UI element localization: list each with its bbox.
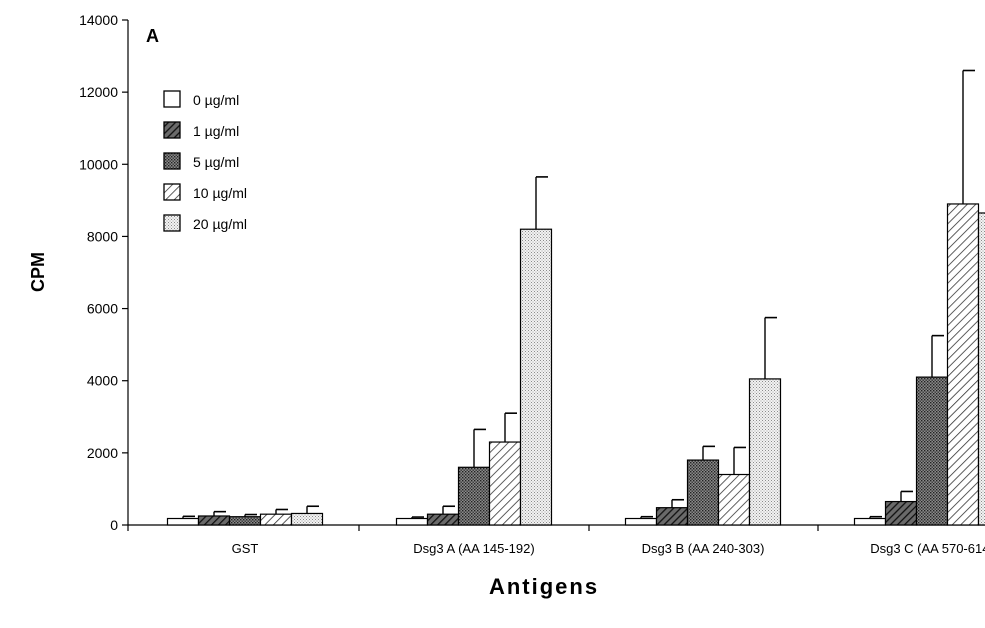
y-tick-label: 6000 [87, 301, 118, 317]
bar [946, 203, 980, 526]
legend-swatch [163, 214, 181, 232]
bar [290, 512, 324, 526]
y-ticks: 0 2000 4000 6000 8000 10000 12000 14000 [79, 12, 128, 533]
y-tick-label: 14000 [79, 12, 118, 28]
legend-swatch [163, 121, 181, 139]
bars [166, 203, 985, 526]
bar [853, 517, 887, 526]
legend-label: 0 µg/ml [193, 92, 239, 108]
x-axis-title: Antigens [489, 574, 599, 599]
y-tick-label: 4000 [87, 373, 118, 389]
y-tick-label: 10000 [79, 156, 118, 172]
y-tick-label: 8000 [87, 228, 118, 244]
category-label: Dsg3 A (AA 145-192) [413, 541, 534, 556]
bar [915, 376, 949, 526]
category-label: Dsg3 B (AA 240-303) [642, 541, 765, 556]
legend-swatch [163, 90, 181, 108]
legend-label: 10 µg/ml [193, 185, 247, 201]
bar [395, 517, 429, 526]
bar [519, 228, 553, 526]
bar [197, 515, 231, 526]
category-labels: GST Dsg3 A (AA 145-192) Dsg3 B (AA 240-303… [232, 541, 985, 556]
bar [259, 513, 293, 526]
legend-swatch [163, 183, 181, 201]
bar [977, 212, 985, 526]
panel-label: A [146, 26, 159, 46]
legend-label: 20 µg/ml [193, 216, 247, 232]
category-label: Dsg3 C (AA 570-614) [870, 541, 985, 556]
y-axis-title: CPM [28, 252, 48, 292]
bar [686, 459, 720, 526]
legend-swatch [163, 152, 181, 170]
bar [426, 513, 460, 526]
bar [228, 516, 262, 526]
y-tick-label: 12000 [79, 84, 118, 100]
bar [717, 473, 751, 526]
bar [655, 507, 689, 526]
bar [488, 441, 522, 526]
y-tick-label: 2000 [87, 445, 118, 461]
bar [624, 517, 658, 526]
y-tick-label: 0 [110, 517, 118, 533]
error-bars [182, 69, 975, 519]
bar [166, 517, 200, 526]
bar [748, 378, 782, 526]
legend-label: 5 µg/ml [193, 154, 239, 170]
bar [884, 500, 918, 526]
legend-label: 1 µg/ml [193, 123, 239, 139]
category-label: GST [232, 541, 259, 556]
bar [457, 466, 491, 526]
x-ticks [127, 525, 819, 531]
legend: 0 µg/ml 1 µg/ml 5 µg/ml 10 µg/ml 20 µg/ml [163, 90, 247, 232]
